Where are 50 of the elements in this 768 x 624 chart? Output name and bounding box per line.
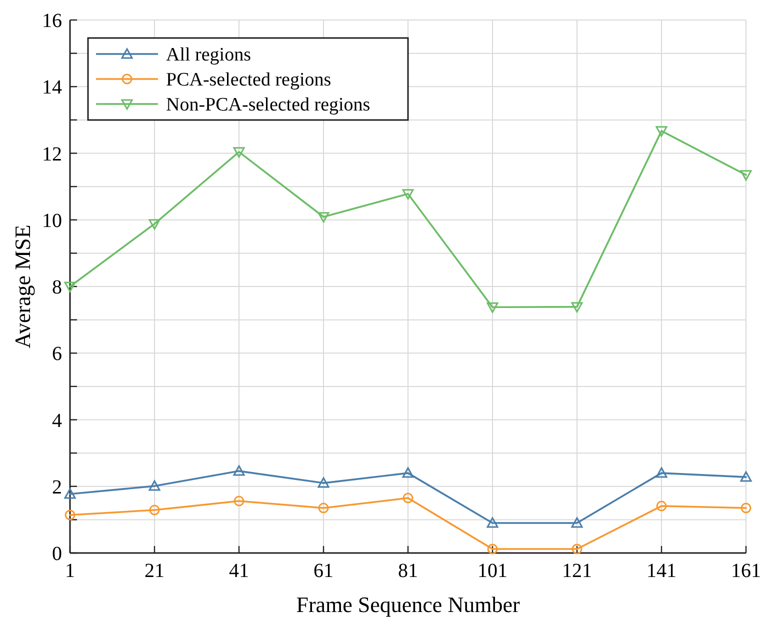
y-tick-label: 16 [42,10,62,32]
point [656,126,668,137]
point [486,517,498,528]
y-tick-label: 8 [52,276,62,298]
point [571,517,583,528]
point [318,502,329,514]
point [740,170,752,181]
point [148,480,160,491]
point [486,302,498,313]
point [402,492,414,504]
point [571,302,583,313]
legend-label: PCA-selected regions [166,70,332,91]
y-tick-label: 4 [52,410,62,432]
point [656,467,668,478]
point [487,544,498,554]
x-tick-label: 41 [229,560,249,582]
x-tick-label: 101 [478,560,508,582]
point [233,465,245,476]
point [149,504,160,516]
point [64,488,76,499]
x-tick-label: 61 [314,560,334,582]
x-axis-title: Frame Sequence Number [296,592,520,617]
y-tick-label: 10 [42,210,62,232]
point [148,219,160,230]
y-tick-label: 6 [52,343,62,366]
y-axis-title: Average MSE [10,224,35,348]
point [318,477,330,488]
x-tick-label: 141 [646,560,676,582]
legend-label: Non-PCA-selected regions [166,94,370,116]
point [233,147,245,158]
point [64,510,76,520]
point [656,500,667,512]
point [234,496,244,506]
point [402,189,414,200]
point [318,212,330,223]
legend-label: All regions [166,44,251,66]
x-tick-label: 1 [65,560,75,582]
y-tick-label: 2 [52,476,62,498]
point [402,467,414,478]
point [572,544,582,554]
point [64,282,76,292]
point [740,502,752,514]
x-tick-label: 21 [144,560,164,582]
y-tick-label: 0 [52,543,62,565]
x-tick-label: 121 [562,560,592,582]
point [740,471,752,482]
y-tick-label: 14 [42,76,62,99]
x-tick-label: 161 [731,560,761,582]
y-tick-label: 12 [42,143,62,166]
x-tick-label: 81 [398,560,418,582]
